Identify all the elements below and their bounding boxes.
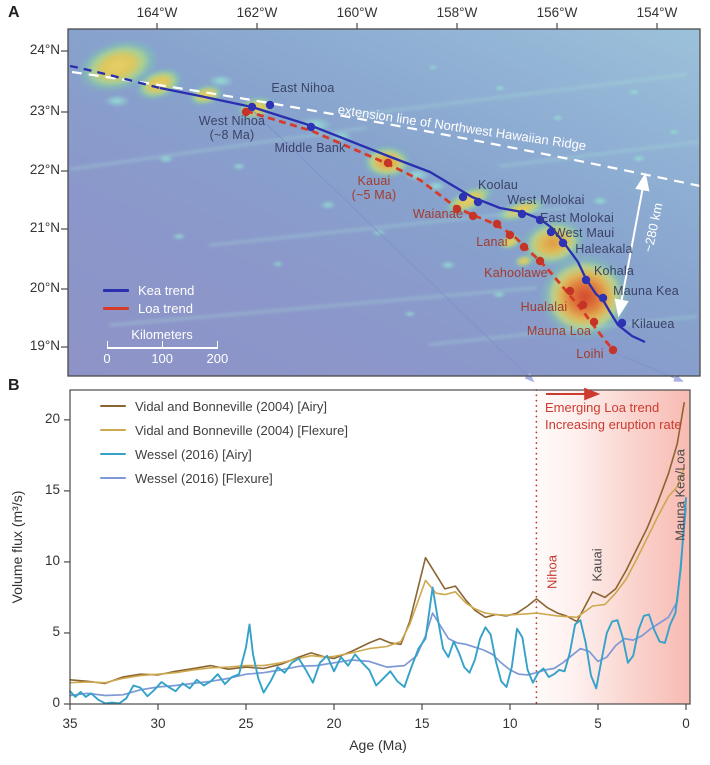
seafloor-speck [440,261,456,269]
y-tick-label: 5 [52,623,60,639]
chart-legend-row: Vidal and Bonneville (2004) [Airy] [100,394,348,418]
flux-chart-layer [64,389,691,710]
y-tick-label: 0 [52,695,60,710]
legend-swatch [100,428,126,432]
emerging-loa-highlight [536,390,690,704]
map-lon-tick-label: 154°W [636,5,678,20]
lanai-island [496,231,524,253]
x-tick-label: 20 [326,716,342,731]
y-tick-label: 20 [44,410,60,426]
chart-legend-row: Vidal and Bonneville (2004) [Flexure] [100,418,348,442]
map-lat-tick-label: 22°N [29,162,60,177]
series-line-0 [69,401,686,685]
chart-legend: Vidal and Bonneville (2004) [Airy] Vidal … [100,394,348,490]
map-lon-tick-label: 158°W [436,5,478,20]
y-tick-label: 10 [44,552,60,568]
annotation-eruption-rate: Increasing eruption rate [545,417,682,432]
nihoa-bank [234,93,278,123]
seafloor-speck [668,129,680,135]
chart-legend-row: Wessel (2016) [Flexure] [100,466,348,490]
x-tick-label: 30 [150,716,166,731]
map-lon-tick-label: 162°W [236,5,278,20]
seafloor-speck [372,229,386,236]
big-island [538,253,642,357]
series-line-1 [69,467,686,684]
seafloor-speck [592,197,608,205]
x-tick-label: 15 [414,716,430,731]
seafloor-speck [628,89,640,95]
legend-swatch [100,452,126,456]
y-axis-title: Volume flux (m³/s) [9,490,25,604]
x-tick-label: 35 [62,716,78,731]
seafloor-speck [404,169,430,181]
legend-label: Wessel (2016) [Airy] [135,446,252,462]
seafloor-speck [272,261,284,267]
fracture-zone-streak [359,72,687,117]
fracture-zone-streak [108,286,538,327]
map-lon-tick-label: 160°W [336,5,378,20]
legend-swatch [100,404,126,408]
map-lat-tick-label: 21°N [29,220,60,235]
legend-swatch [100,476,126,480]
seafloor-speck [552,115,564,121]
seafloor-speck [632,155,646,162]
chart-rotated-label-mauna-kea-loa: Mauna Kea/Loa [672,449,688,541]
legend-label: Vidal and Bonneville (2004) [Airy] [135,398,327,414]
kahoolawe-island [512,253,536,269]
x-tick-label: 0 [682,716,690,731]
series-line-3 [69,507,687,697]
map-lat-tick-label: 24°N [29,42,60,57]
chart-rotated-label-kauai: Kauai [589,548,605,582]
map-lon-tick-label: 156°W [536,5,578,20]
map-lat-tick-label: 23°N [29,103,60,118]
chart-legend-row: Wessel (2016) [Airy] [100,442,348,466]
x-tick-label: 25 [238,716,254,731]
legend-label: Wessel (2016) [Flexure] [135,470,273,486]
annotation-emerging-loa: Emerging Loa trend [545,400,660,415]
map-lon-tick-label: 164°W [136,5,178,20]
fracture-zone-streak [69,126,367,171]
seafloor-speck [320,201,336,209]
map-lat-tick-label: 19°N [29,338,60,353]
panel-b-label: B [8,377,20,394]
legend-label: Vidal and Bonneville (2004) [Flexure] [135,422,348,438]
x-axis-title: Age (Ma) [349,737,407,753]
y-tick-label: 15 [44,481,60,497]
fracture-zone-streak [498,133,700,168]
chart-rotated-label-nihoa: Nihoa [544,555,560,589]
panel-a-label: A [8,4,20,21]
seafloor-speck [426,181,446,191]
seafloor-speck [104,95,130,107]
seafloor-speck [428,65,438,70]
x-tick-label: 10 [502,716,518,731]
x-tick-label: 5 [594,716,602,731]
seafloor-speck [232,163,246,170]
seafloor-speck [172,233,186,240]
seafloor-speck [404,311,416,317]
series-line-2 [69,497,687,705]
seafloor-speck [208,75,234,87]
map-lat-tick-label: 20°N [29,280,60,295]
chart-frame [69,389,691,705]
seafloor-speck [494,85,506,91]
bathymetry-basemap [68,29,700,376]
